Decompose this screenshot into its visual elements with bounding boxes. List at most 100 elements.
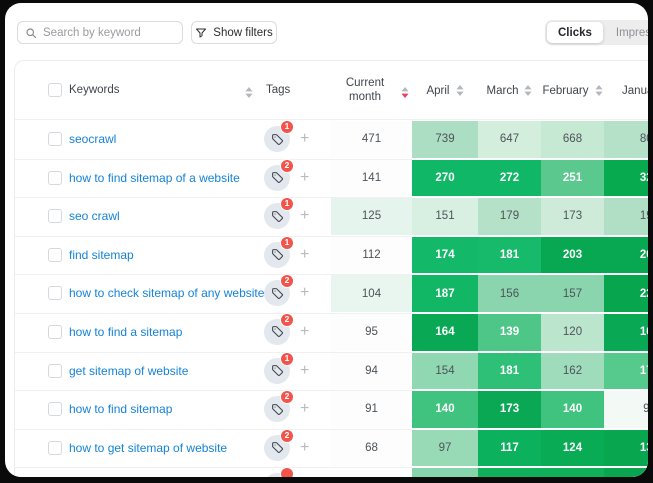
search-icon xyxy=(25,27,37,39)
row-separator xyxy=(15,312,412,314)
sort-icon-current-month-desc[interactable] xyxy=(401,85,409,98)
row-separator xyxy=(15,197,412,199)
tag-count-badge: 2 xyxy=(280,428,294,443)
row-separator xyxy=(15,390,412,392)
heatmap-cell: 181 xyxy=(478,352,541,390)
keyword-link[interactable]: how to check sitemap of any website xyxy=(69,286,265,301)
add-tag-button[interactable]: + xyxy=(300,245,310,263)
tag-count-badge: 2 xyxy=(280,390,294,405)
row-checkbox[interactable] xyxy=(48,440,62,455)
tag-button[interactable]: 2 xyxy=(264,158,296,198)
heatmap-cell: 140 xyxy=(412,391,478,428)
current-month-cell: 68 xyxy=(331,429,412,467)
add-tag-button[interactable]: + xyxy=(300,438,310,456)
keyword-link[interactable]: how to find sitemap of a website xyxy=(69,170,240,185)
column-header-january[interactable]: January xyxy=(622,84,648,97)
current-month-cell: 471 xyxy=(331,121,412,158)
heatmap-cell: 174 xyxy=(412,236,478,274)
table-row: find sitemap 1 + 112 174 181 203 207 xyxy=(15,235,648,275)
table-row: how to find a sitemap 2 + 95 164 139 120… xyxy=(15,312,648,352)
add-tag-button[interactable]: + xyxy=(300,284,310,302)
metric-toggle: Clicks Impressions xyxy=(545,20,648,45)
row-checkbox[interactable] xyxy=(48,286,62,301)
heatmap-cell: 251 xyxy=(541,159,604,197)
tag-count-badge: 1 xyxy=(280,235,294,250)
column-header-april[interactable]: April xyxy=(412,61,478,120)
column-header-keywords[interactable]: Keywords xyxy=(69,84,120,96)
keyword-link[interactable]: how to find sitemap xyxy=(69,402,173,417)
heatmap-cell: 173 xyxy=(541,198,604,235)
add-tag-button[interactable]: + xyxy=(300,361,310,379)
row-checkbox[interactable] xyxy=(48,132,62,146)
current-month-cell: 95 xyxy=(331,313,412,351)
heatmap-cell xyxy=(604,468,648,477)
show-filters-label: Show filters xyxy=(213,26,273,39)
tag-count-badge: 1 xyxy=(280,197,294,212)
tag-button[interactable] xyxy=(264,467,296,477)
search-box[interactable] xyxy=(17,21,183,44)
column-header-march[interactable]: March xyxy=(478,61,541,120)
tag-button[interactable]: 1 xyxy=(264,197,296,236)
heatmap-cell: 164 xyxy=(412,313,478,351)
tag-button[interactable]: 2 xyxy=(264,312,296,352)
app-card: Show filters Clicks Impressions Keywords… xyxy=(5,3,648,477)
column-header-current-month[interactable]: Current month xyxy=(345,77,385,103)
add-tag-button[interactable]: + xyxy=(300,207,310,225)
table-row: how to get sitemap of website 2 + 68 97 … xyxy=(15,428,648,468)
sort-icon-keywords[interactable] xyxy=(245,85,253,98)
toggle-option-clicks[interactable]: Clicks xyxy=(547,22,603,43)
heatmap-cell: 739 xyxy=(412,121,478,158)
heatmap-cell: 179 xyxy=(478,198,541,235)
tag-icon xyxy=(264,473,290,477)
row-checkbox[interactable] xyxy=(48,402,62,417)
tag-button[interactable]: 1 xyxy=(264,235,296,275)
tag-button[interactable]: 1 xyxy=(264,120,296,159)
current-month-cell: 104 xyxy=(331,275,412,312)
row-checkbox[interactable] xyxy=(48,209,62,224)
heatmap-cell: 117 xyxy=(478,429,541,467)
add-tag-button[interactable]: + xyxy=(300,322,310,340)
table-row: seo crawl 1 + 125 151 179 173 193 xyxy=(15,197,648,236)
search-input[interactable] xyxy=(43,26,175,39)
table-header: Keywords Tags Current month April March … xyxy=(15,61,648,120)
toggle-option-impressions[interactable]: Impressions xyxy=(615,26,648,39)
tag-button[interactable]: 2 xyxy=(264,428,296,468)
keyword-link[interactable]: find sitemap xyxy=(69,247,134,262)
column-header-february[interactable]: February xyxy=(541,61,604,120)
add-tag-button[interactable]: + xyxy=(300,467,309,477)
row-checkbox[interactable] xyxy=(48,363,62,378)
row-checkbox[interactable] xyxy=(48,170,62,185)
tag-button[interactable]: 1 xyxy=(264,351,296,391)
show-filters-button[interactable]: Show filters xyxy=(191,21,277,44)
keyword-link[interactable]: seo crawl xyxy=(69,209,120,224)
add-tag-button[interactable]: + xyxy=(300,130,310,147)
row-separator xyxy=(15,428,412,430)
add-tag-button[interactable]: + xyxy=(300,400,310,418)
heatmap-cell: 193 xyxy=(604,198,648,235)
heatmap-cell xyxy=(412,468,478,477)
heatmap-cell: 177 xyxy=(604,352,648,390)
heatmap-cell xyxy=(478,468,541,477)
heatmap-cell: 173 xyxy=(478,391,541,428)
add-tag-button[interactable]: + xyxy=(300,168,310,186)
table-row: how to find sitemap 2 + 91 140 173 140 9… xyxy=(15,390,648,429)
row-checkbox[interactable] xyxy=(48,247,62,262)
sort-icon-february xyxy=(594,85,603,96)
table-row: how to check sitemap of any website 2 + … xyxy=(15,274,648,313)
tag-count-badge: 2 xyxy=(280,312,294,327)
keyword-link[interactable]: get sitemap of website xyxy=(69,363,189,378)
select-all-checkbox[interactable] xyxy=(48,83,62,97)
heatmap-cell: 326 xyxy=(604,159,648,197)
funnel-icon xyxy=(195,27,207,39)
heatmap-cell xyxy=(541,468,604,477)
heatmap-cell: 156 xyxy=(478,275,541,312)
row-checkbox[interactable] xyxy=(48,324,62,339)
tag-button[interactable]: 2 xyxy=(264,274,296,313)
keyword-link[interactable]: how to find a sitemap xyxy=(69,324,183,339)
table-row: how to find sitemap of a website 2 + 141… xyxy=(15,158,648,198)
keyword-link[interactable]: seocrawl xyxy=(69,132,117,146)
keyword-link[interactable]: how to get sitemap of website xyxy=(69,440,228,455)
tag-count-badge: 1 xyxy=(280,120,294,134)
heatmap-cell: 203 xyxy=(541,236,604,274)
tag-button[interactable]: 2 xyxy=(264,390,296,429)
